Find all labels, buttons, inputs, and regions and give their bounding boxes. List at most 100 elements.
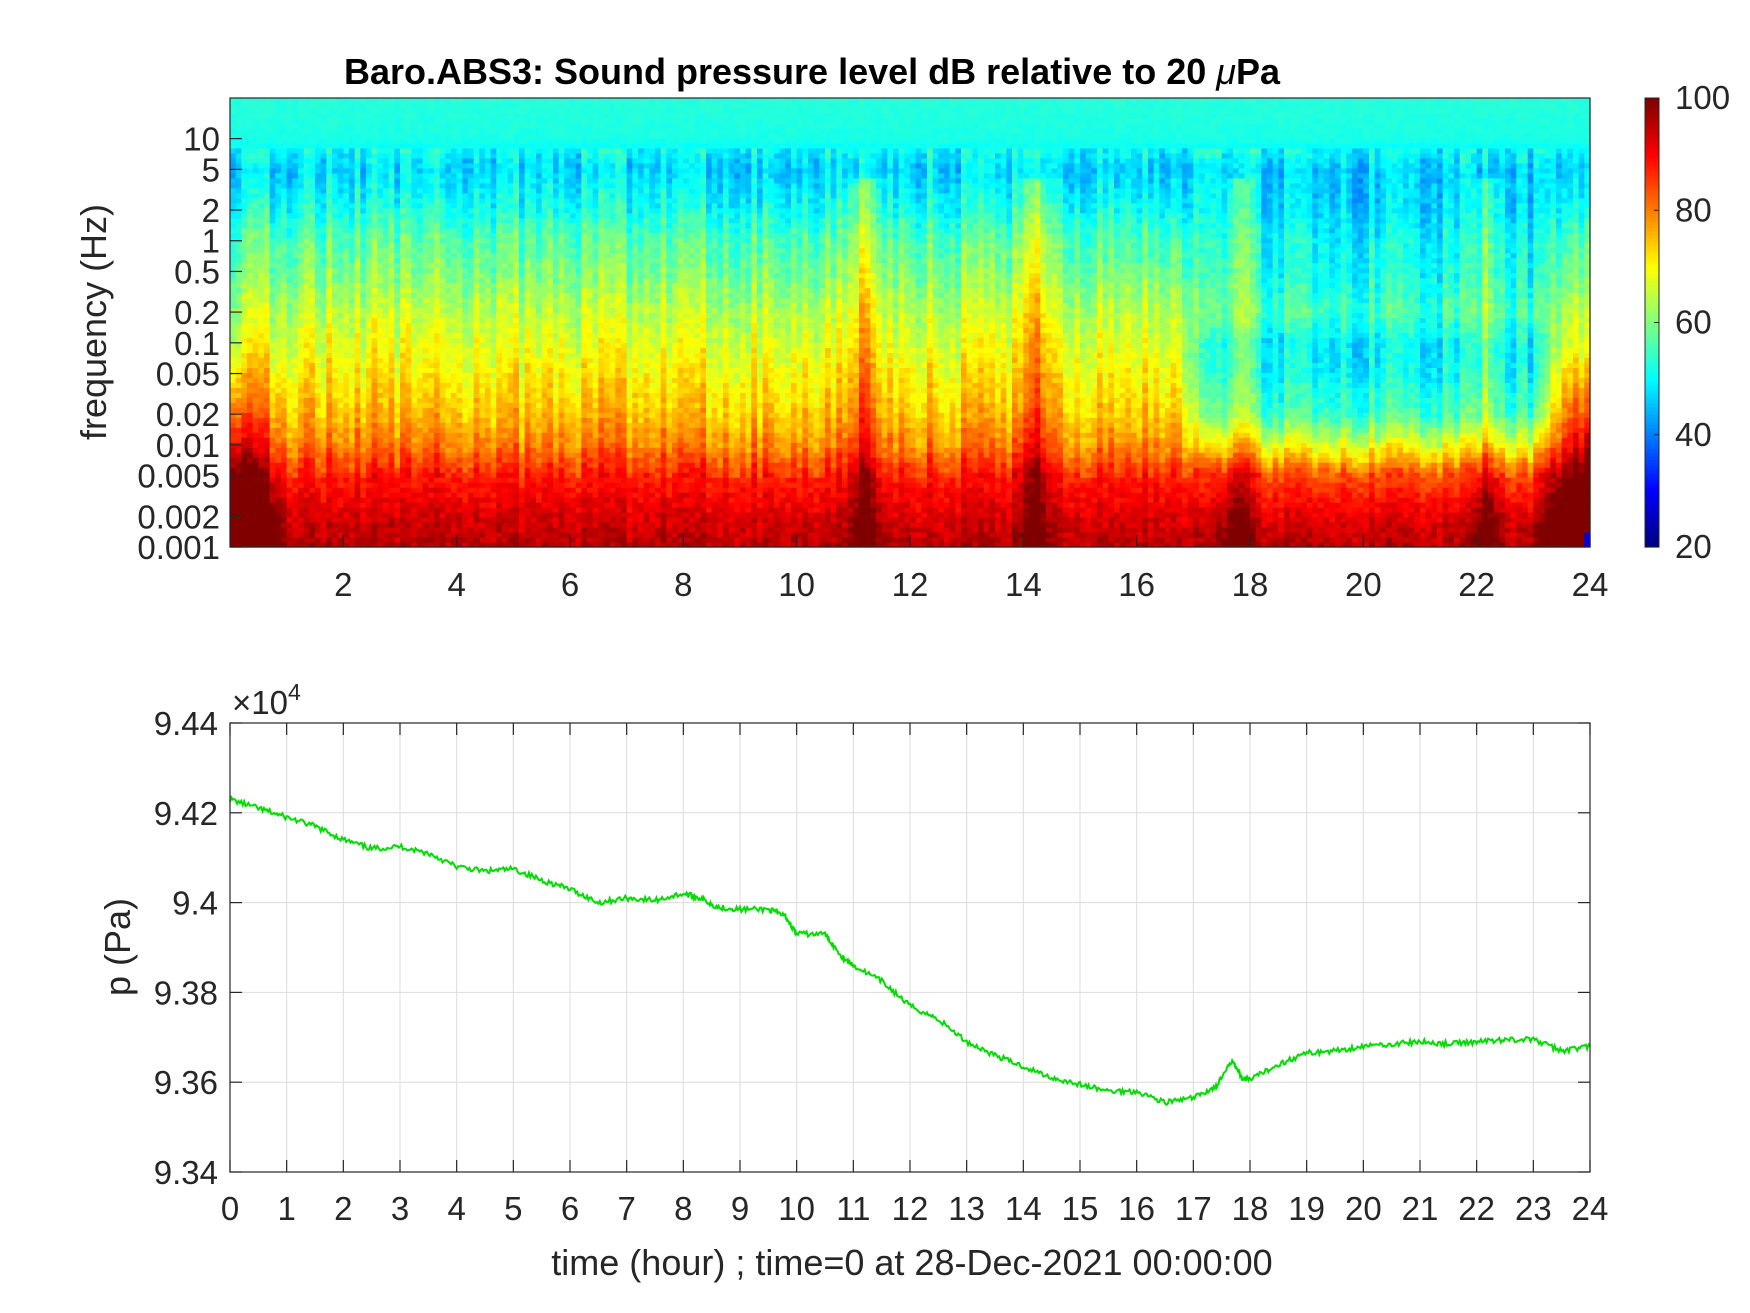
spectrogram-cell — [349, 442, 355, 448]
spectrogram-cell — [457, 482, 463, 488]
spectrogram-cell — [258, 133, 264, 139]
spectrogram-cell — [525, 537, 531, 543]
spectrogram-cell — [434, 103, 440, 109]
spectrogram-cell — [247, 402, 253, 408]
spectrogram-cell — [394, 457, 400, 463]
spectrogram-cell — [411, 283, 417, 289]
spectrogram-cell — [502, 417, 508, 423]
spectrogram-cell — [321, 178, 327, 184]
spectrogram-cell — [253, 213, 259, 219]
spectrogram-cell — [377, 183, 383, 189]
spectrogram-cell — [247, 467, 253, 473]
spectrogram-cell — [338, 113, 344, 119]
spectrogram-cell — [417, 263, 423, 269]
spectrogram-cell — [536, 332, 542, 338]
spectrogram-cell — [275, 203, 281, 209]
spectrogram-cell — [457, 133, 463, 139]
spectrogram-cell — [394, 432, 400, 438]
spectrogram-cell — [428, 288, 434, 294]
spectrogram-cell — [298, 268, 304, 274]
spectrogram-cell — [343, 537, 349, 543]
spectrogram-cell — [474, 482, 480, 488]
spectrogram-cell — [468, 327, 474, 333]
spectrogram-cell — [287, 238, 293, 244]
spectrogram-cell — [496, 442, 502, 448]
spectrogram-cell — [542, 352, 548, 358]
spectrogram-cell — [423, 327, 429, 333]
spectrogram-cell — [428, 457, 434, 463]
spectrogram-cell — [383, 352, 389, 358]
spectrogram-cell — [281, 367, 287, 373]
spectrogram-cell — [519, 193, 525, 199]
spectrogram-cell — [253, 492, 259, 498]
spectrogram-cell — [394, 283, 400, 289]
spectrogram-cell — [445, 183, 451, 189]
spectrogram-cell — [366, 208, 372, 214]
spectrogram-cell — [292, 158, 298, 164]
spectrogram-cell — [343, 372, 349, 378]
spectrogram-cell — [400, 377, 406, 383]
spectrogram-cell — [462, 482, 468, 488]
spectrogram-cell — [287, 487, 293, 493]
spectrogram-cell — [287, 402, 293, 408]
spectrogram-cell — [496, 362, 502, 368]
spectrogram-cell — [264, 397, 270, 403]
spectrogram-cell — [474, 382, 480, 388]
spectrogram-cell — [383, 288, 389, 294]
spectrogram-cell — [423, 347, 429, 353]
spectrogram-cell — [349, 283, 355, 289]
spectrogram-cell — [236, 502, 242, 508]
spectrogram-cell — [411, 193, 417, 199]
spectrogram-cell — [457, 372, 463, 378]
spectrogram-cell — [338, 228, 344, 234]
spectrogram-cell — [298, 337, 304, 343]
spectrogram-cell — [326, 133, 332, 139]
spectrogram-cell — [343, 457, 349, 463]
spectrogram-cell — [468, 402, 474, 408]
spectrogram-cell — [383, 273, 389, 279]
spectrogram-cell — [326, 357, 332, 363]
spectrogram-cell — [287, 452, 293, 458]
spectrogram-cell — [270, 432, 276, 438]
spectrogram-cell — [513, 278, 519, 284]
spectrogram-cell — [264, 268, 270, 274]
spectrogram-cell — [309, 98, 315, 104]
spectrogram-cell — [253, 203, 259, 209]
spectrogram-cell — [241, 183, 247, 189]
spectrogram-cell — [292, 512, 298, 518]
spectrogram-cell — [434, 417, 440, 423]
spectrogram-cell — [253, 407, 259, 413]
spectrogram-cell — [309, 337, 315, 343]
spectrogram-cell — [508, 318, 514, 324]
spectrogram-cell — [423, 123, 429, 129]
spectrogram-cell — [462, 323, 468, 329]
spectrogram-cell — [428, 228, 434, 234]
spectrogram-cell — [281, 327, 287, 333]
spectrogram-cell — [434, 412, 440, 418]
spectrogram-cell — [230, 417, 236, 423]
spectrogram-cell — [411, 402, 417, 408]
spectrogram-cell — [417, 527, 423, 533]
spectrogram-cell — [230, 163, 236, 169]
spectrogram-cell — [355, 432, 361, 438]
spectrogram-cell — [530, 482, 536, 488]
spectrogram-cell — [315, 263, 321, 269]
spectrogram-cell — [309, 223, 315, 229]
spectrogram-cell — [372, 258, 378, 264]
spectrogram-cell — [496, 288, 502, 294]
spectrogram-cell — [496, 263, 502, 269]
spectrogram-cell — [496, 193, 502, 199]
spectrogram-cell — [445, 148, 451, 154]
spectrogram-cell — [508, 313, 514, 319]
spectrogram-cell — [264, 143, 270, 149]
spectrogram-cell — [332, 407, 338, 413]
spectrogram-cell — [287, 298, 293, 304]
spectrogram-cell — [258, 268, 264, 274]
spectrogram-cell — [502, 332, 508, 338]
spectrogram-cell — [315, 178, 321, 184]
spectrogram-cell — [247, 158, 253, 164]
spectrogram-cell — [253, 507, 259, 513]
spectrogram-cell — [513, 193, 519, 199]
spectrogram-cell — [241, 273, 247, 279]
spectrogram-cell — [304, 153, 310, 159]
